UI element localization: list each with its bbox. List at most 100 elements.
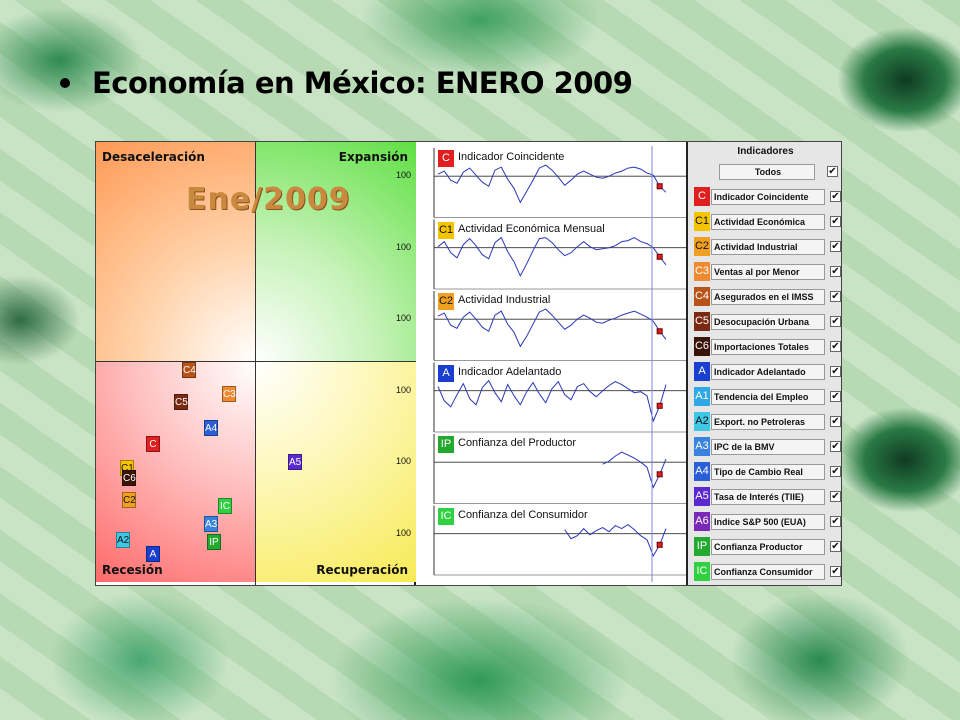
bullet-icon <box>60 78 70 88</box>
indicator-row[interactable]: A5 Tasa de Interés (TIIE) ✔ <box>694 487 841 506</box>
indicator-checkbox[interactable]: ✔ <box>830 541 841 552</box>
indicator-label: Export. no Petroleras <box>711 413 825 430</box>
indicator-code: A3 <box>694 437 710 456</box>
indicator-label: Actividad Económica <box>711 213 825 230</box>
quadrant-recuperacion <box>256 362 416 582</box>
indicator-checkbox[interactable]: ✔ <box>830 366 841 377</box>
indicator-code: A6 <box>694 512 710 531</box>
label-recuperacion: Recuperación <box>316 563 408 577</box>
quadrant-divider-horizontal <box>96 361 416 362</box>
indicator-label: Ventas al por Menor <box>711 263 825 280</box>
badge: A <box>146 546 160 562</box>
indicator-label: Indicador Adelantado <box>711 363 825 380</box>
indicator-checkbox[interactable]: ✔ <box>830 466 841 477</box>
series-title: Indicador Coincidente <box>458 151 565 163</box>
indicator-label: Indice S&P 500 (EUA) <box>711 513 825 530</box>
indicator-checkbox[interactable]: ✔ <box>830 191 841 202</box>
indicator-code: C6 <box>694 337 710 356</box>
indicator-label: Indicador Coincidente <box>711 188 825 205</box>
indicator-code: A5 <box>694 487 710 506</box>
indicator-checkbox[interactable]: ✔ <box>830 341 841 352</box>
indicator-row[interactable]: C2 Actividad Industrial ✔ <box>694 237 841 256</box>
series-line <box>437 164 667 204</box>
indicator-row[interactable]: A2 Export. no Petroleras ✔ <box>694 412 841 431</box>
indicator-row[interactable]: C6 Importaciones Totales ✔ <box>694 337 841 356</box>
series-code: A <box>438 364 454 382</box>
indicator-checkbox[interactable]: ✔ <box>830 266 841 277</box>
indicator-code: A2 <box>694 412 710 431</box>
series-svg <box>433 146 686 582</box>
badge: C6 <box>122 470 136 486</box>
label-recesion: Recesión <box>102 563 163 577</box>
indicator-label: Tipo de Cambio Real <box>711 463 825 480</box>
badge: C2 <box>122 492 136 508</box>
business-cycle-quadrant: Desaceleración Expansión Recesión Recupe… <box>96 142 416 585</box>
spacer <box>694 162 710 181</box>
badge: A3 <box>204 516 218 532</box>
indicator-row-todos[interactable]: Todos ✔ <box>694 162 838 181</box>
indicator-row[interactable]: C5 Desocupación Urbana ✔ <box>694 312 841 331</box>
checkbox-todos[interactable]: ✔ <box>827 166 838 177</box>
indicator-checkbox[interactable]: ✔ <box>830 241 841 252</box>
indicator-checkbox[interactable]: ✔ <box>830 441 841 452</box>
economic-clock-panel: Desaceleración Expansión Recesión Recupe… <box>95 141 842 586</box>
indicator-row[interactable]: IC Confianza Consumidor ✔ <box>694 562 841 581</box>
indicator-checkbox[interactable]: ✔ <box>830 516 841 527</box>
current-point-marker <box>656 541 663 548</box>
indicator-code: C2 <box>694 237 710 256</box>
indicator-checkbox[interactable]: ✔ <box>830 391 841 402</box>
indicator-row[interactable]: C3 Ventas al por Menor ✔ <box>694 262 841 281</box>
indicator-checkbox[interactable]: ✔ <box>830 316 841 327</box>
indicator-row[interactable]: A6 Indice S&P 500 (EUA) ✔ <box>694 512 841 531</box>
series-title: Confianza del Productor <box>458 437 577 449</box>
badge: A5 <box>288 454 302 470</box>
badge: C3 <box>222 386 236 402</box>
indicator-code: A1 <box>694 387 710 406</box>
series-code: C1 <box>438 221 454 239</box>
indicator-row[interactable]: C4 Asegurados en el IMSS ✔ <box>694 287 841 306</box>
current-point-marker <box>656 402 663 409</box>
indicator-code: A4 <box>694 462 710 481</box>
label-desaceleracion: Desaceleración <box>102 150 205 164</box>
indicator-row[interactable]: A4 Tipo de Cambio Real ✔ <box>694 462 841 481</box>
series-title: Actividad Económica Mensual <box>458 222 605 235</box>
indicator-row[interactable]: A Indicador Adelantado ✔ <box>694 362 841 381</box>
current-point-marker <box>656 183 663 190</box>
quadrant-expansion <box>256 142 416 362</box>
todos-label: Todos <box>719 163 815 180</box>
indicator-row[interactable]: A1 Tendencia del Empleo ✔ <box>694 387 841 406</box>
series-charts: 100 C Indicador Coincidente 100 C1 Actividad … <box>396 142 686 585</box>
indicators-title: Indicadores <box>737 146 794 157</box>
series-title: Indicador Adelantado <box>458 365 562 378</box>
indicator-row[interactable]: A3 IPC de la BMV ✔ <box>694 437 841 456</box>
indicator-checkbox[interactable]: ✔ <box>830 291 841 302</box>
indicator-code: C4 <box>694 287 710 306</box>
indicator-row[interactable]: C1 Actividad Económica ✔ <box>694 212 841 231</box>
current-point-marker <box>656 253 663 260</box>
indicator-row[interactable]: C Indicador Coincidente ✔ <box>694 187 841 206</box>
series-code: C <box>438 150 454 167</box>
indicator-code: IC <box>694 562 710 581</box>
indicator-label: Actividad Industrial <box>711 238 825 255</box>
indicator-checkbox[interactable]: ✔ <box>830 416 841 427</box>
badge: IP <box>207 534 221 550</box>
quadrant-divider-vertical <box>255 142 256 585</box>
axis-label-100: 100 <box>396 384 412 395</box>
indicator-code: C3 <box>694 262 710 281</box>
indicator-row[interactable]: IP Confianza Productor ✔ <box>694 537 841 556</box>
indicator-checkbox[interactable]: ✔ <box>830 566 841 577</box>
indicator-label: Asegurados en el IMSS <box>711 288 825 305</box>
series-title: Actividad Industrial <box>458 294 551 306</box>
indicator-checkbox[interactable]: ✔ <box>830 216 841 227</box>
series-code: C2 <box>438 293 454 310</box>
indicator-label: Desocupación Urbana <box>711 313 825 330</box>
indicator-label: Importaciones Totales <box>711 338 825 355</box>
series-line <box>437 308 667 348</box>
indicator-label: Confianza Productor <box>711 538 825 555</box>
series-title: Confianza del Consumidor <box>458 508 588 521</box>
axis-label-100: 100 <box>396 241 412 252</box>
badge: C5 <box>174 394 188 410</box>
indicator-checkbox[interactable]: ✔ <box>830 491 841 502</box>
series-code: IP <box>438 436 454 453</box>
